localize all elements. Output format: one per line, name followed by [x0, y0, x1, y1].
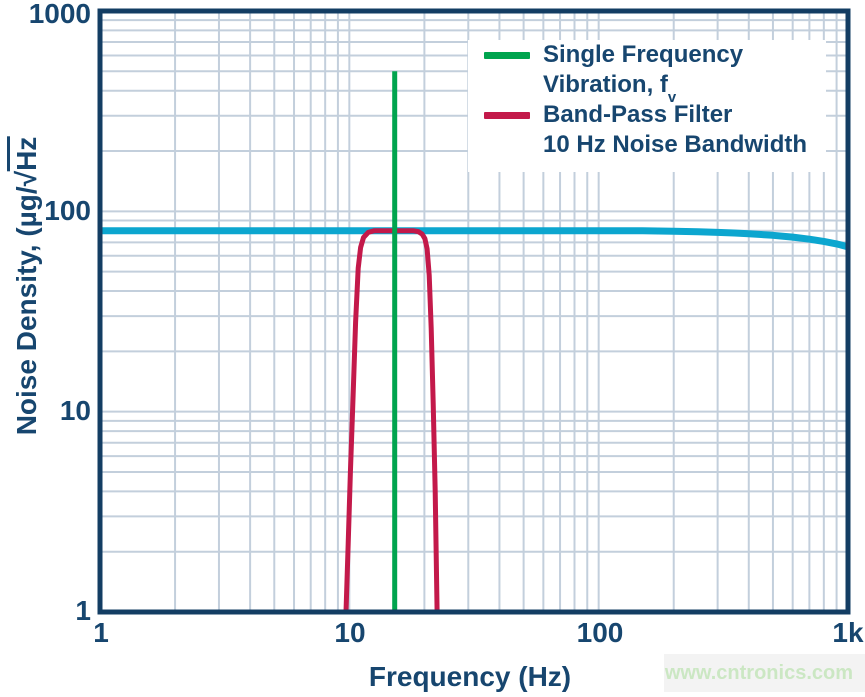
watermark-text: www.cntronics.com: [664, 662, 853, 684]
x-tick-10: 10: [334, 617, 366, 648]
x-tick-1k: 1k: [832, 617, 864, 648]
sqrt-radicand: Hz: [7, 136, 42, 171]
watermark-band: [664, 654, 865, 692]
y-axis-title: Noise Density, (µg/√Hz: [7, 136, 43, 436]
legend-text-single-frequency: Single Frequency Vibration, fv: [543, 40, 744, 106]
legend-label-line: Single Frequency: [543, 41, 744, 68]
sqrt-radical: √: [11, 170, 42, 187]
green-line-swatch: [484, 52, 530, 59]
red-line-swatch: [484, 112, 530, 119]
legend-label-line: 10 Hz Noise Bandwidth: [543, 131, 808, 158]
fv-subscript: v: [667, 89, 677, 106]
legend: Single Frequency Vibration, fv Band-Pass…: [468, 40, 826, 172]
legend-text-band-pass: Band-Pass Filter 10 Hz Noise Bandwidth: [543, 100, 807, 160]
legend-item-single-frequency: Single Frequency Vibration, fv: [468, 40, 826, 106]
y-tick-10: 10: [59, 395, 91, 426]
x-tick-100: 100: [576, 617, 624, 648]
y-tick-1: 1: [75, 595, 91, 626]
x-axis-title: Frequency (Hz): [368, 661, 572, 692]
y-tick-1000: 1000: [28, 0, 91, 29]
legend-label-line: Band-Pass Filter: [543, 101, 733, 128]
legend-label-line: Vibration, fv: [543, 71, 677, 106]
y-tick-100: 100: [44, 195, 91, 226]
x-tick-1: 1: [93, 617, 109, 648]
y-axis-title-text: Noise Density, (µg/: [11, 186, 42, 436]
legend-item-band-pass: Band-Pass Filter 10 Hz Noise Bandwidth: [468, 100, 826, 160]
